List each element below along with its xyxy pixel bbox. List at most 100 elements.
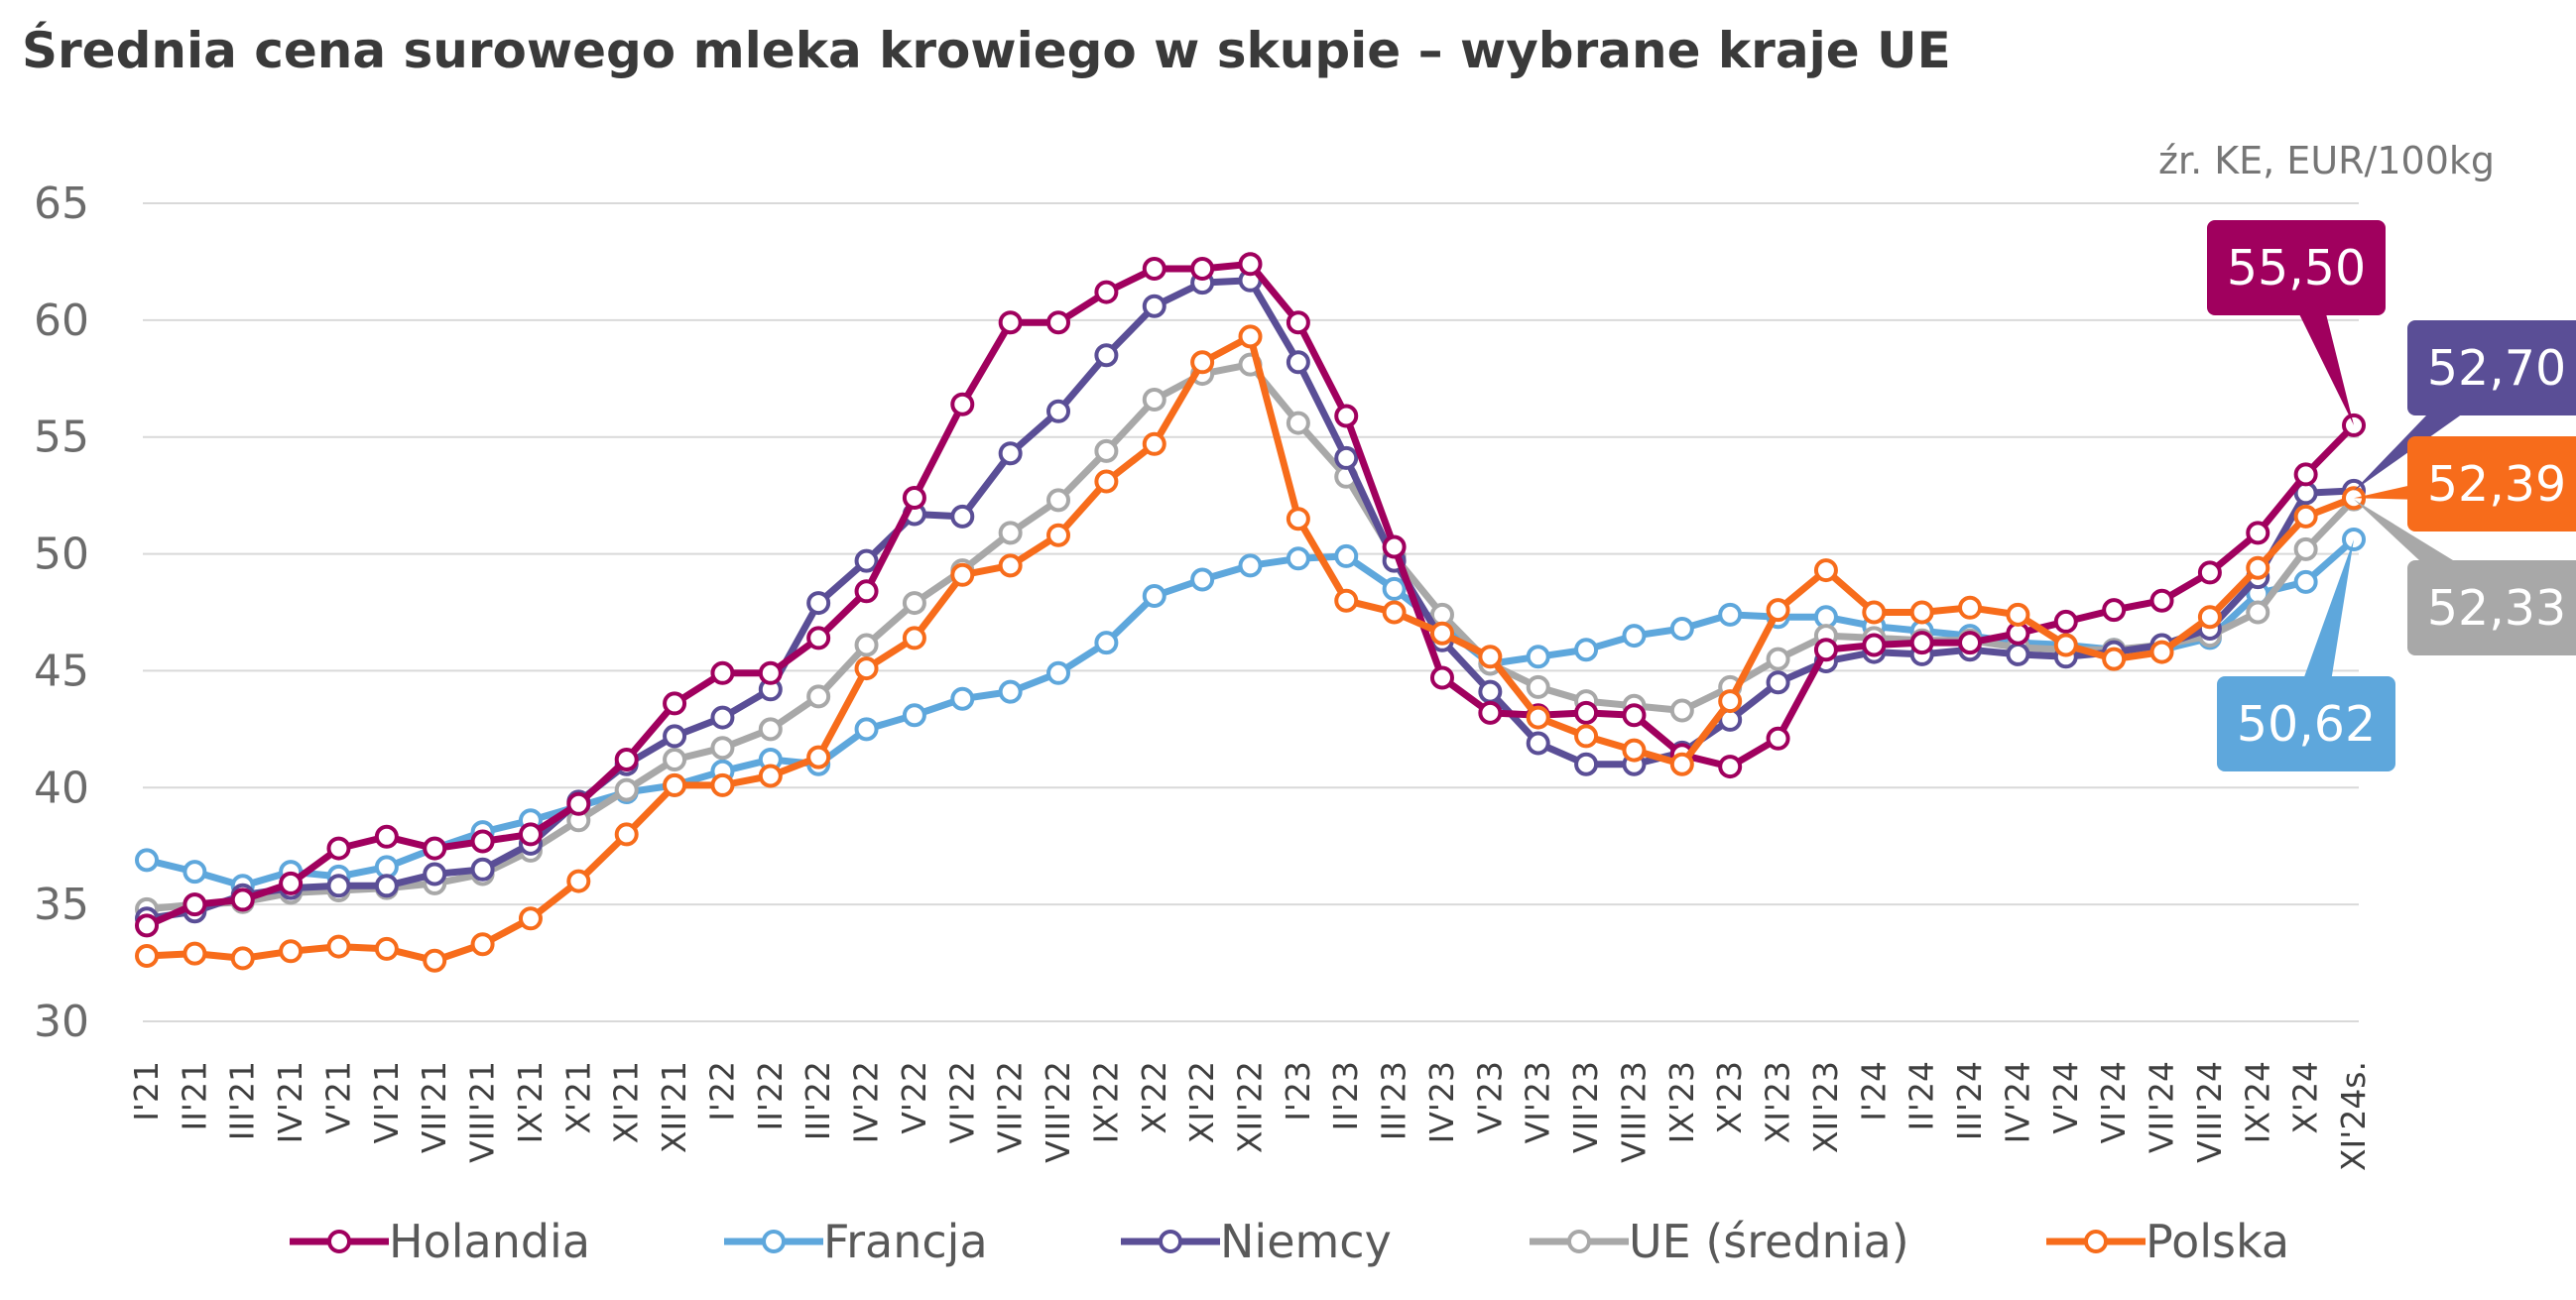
data-point: [1574, 752, 1599, 776]
x-tick-label: I'23: [1279, 1061, 1317, 1122]
data-point: [2293, 504, 2318, 529]
data-point: [1286, 546, 1310, 571]
data-point: [326, 874, 351, 898]
callout-box: [2407, 320, 2576, 415]
data-point: [1046, 488, 1071, 513]
x-tick-label: VII'23: [1566, 1061, 1605, 1153]
x-tick-label: XII'21: [655, 1061, 693, 1153]
data-point: [1046, 523, 1071, 547]
data-point: [2053, 633, 2078, 657]
data-point: [998, 441, 1023, 466]
x-tick-label: VIII'23: [1614, 1061, 1653, 1163]
x-tick-label: IV'21: [271, 1061, 309, 1143]
data-point: [1094, 631, 1119, 655]
x-tick-label: IV'23: [1422, 1061, 1461, 1143]
data-point: [518, 906, 543, 931]
x-tick-label: VI'22: [942, 1061, 981, 1143]
x-tick-label: IX'21: [511, 1061, 550, 1143]
legend-label: UE (średnia): [1629, 1215, 1909, 1268]
data-point: [710, 736, 735, 761]
data-point: [1286, 411, 1310, 435]
x-tick-label: II'23: [1326, 1061, 1365, 1131]
data-point: [806, 591, 831, 616]
data-point: [1622, 703, 1647, 728]
x-tick-label: III'21: [223, 1061, 262, 1140]
data-point: [2246, 600, 2270, 625]
data-point: [614, 777, 639, 802]
data-point: [1958, 631, 1983, 655]
data-point: [854, 548, 879, 573]
data-point: [998, 679, 1023, 704]
data-point: [1909, 631, 1934, 655]
data-point: [1238, 324, 1263, 349]
data-point: [1046, 399, 1071, 423]
data-point: [135, 848, 159, 873]
data-point: [1478, 645, 1503, 669]
data-point: [1094, 438, 1119, 463]
data-point: [1862, 633, 1887, 657]
legend-item-ue-średnia: UE (średnia): [1530, 1215, 1909, 1268]
data-point: [758, 764, 783, 788]
x-tick-label: IV'22: [847, 1061, 886, 1143]
x-tick-label: X'24: [2286, 1061, 2325, 1134]
x-tick-label: XI'23: [1759, 1061, 1797, 1143]
data-point: [950, 562, 975, 587]
data-point: [1286, 310, 1310, 335]
source-note: źr. KE, EUR/100kg: [2158, 139, 2495, 182]
data-point: [1142, 388, 1166, 412]
x-tick-label: IX'23: [1662, 1061, 1701, 1143]
x-tick-label: IV'24: [1998, 1061, 2036, 1143]
data-point: [758, 717, 783, 742]
x-tick-label: VI'21: [367, 1061, 406, 1143]
data-point: [998, 521, 1023, 545]
data-point: [183, 941, 207, 966]
x-tick-label: III'24: [1950, 1061, 1989, 1140]
data-point: [1862, 600, 1887, 625]
data-point: [423, 862, 447, 886]
data-point: [950, 504, 975, 529]
data-point: [1238, 252, 1263, 277]
data-point: [2149, 640, 2174, 664]
data-point: [470, 829, 495, 854]
x-tick-label: X'21: [558, 1061, 597, 1134]
x-tick-label: X'23: [1710, 1061, 1749, 1134]
data-point: [854, 633, 879, 657]
legend-item-polska: Polska: [2046, 1215, 2289, 1268]
data-point: [950, 686, 975, 711]
y-tick-label: 45: [34, 646, 89, 696]
data-point: [1334, 543, 1359, 568]
callout-box: [2407, 436, 2576, 532]
data-point: [1190, 257, 1215, 281]
x-tick-label: XI'24s.: [2334, 1061, 2373, 1171]
chart-title: Średnia cena surowego mleka krowiego w s…: [22, 21, 1951, 79]
data-point: [135, 913, 159, 938]
x-tick-label: VII'21: [415, 1061, 453, 1153]
data-point: [2149, 588, 2174, 613]
callout-label: 50,62: [2237, 696, 2376, 753]
data-point: [1622, 624, 1647, 649]
y-axis-ticks: 30 35 40 45 50 55 60 65: [34, 178, 89, 1047]
data-point: [998, 553, 1023, 578]
data-point: [1526, 705, 1550, 730]
x-tick-label: V'21: [318, 1061, 357, 1134]
data-point: [1766, 647, 1790, 671]
callout-polska: 52,39: [2354, 436, 2576, 532]
y-tick-label: 60: [34, 295, 89, 346]
data-point: [1766, 726, 1790, 751]
data-point: [470, 857, 495, 882]
callout-francja: 50,62: [2217, 538, 2395, 771]
data-point: [1142, 584, 1166, 608]
y-tick-label: 30: [34, 997, 89, 1047]
data-point: [1334, 588, 1359, 613]
data-point: [806, 684, 831, 709]
data-point: [1142, 294, 1166, 318]
legend-item-niemcy: Niemcy: [1121, 1215, 1392, 1268]
x-tick-label: III'22: [798, 1061, 837, 1140]
data-point: [1718, 755, 1743, 779]
data-point: [1622, 738, 1647, 763]
data-point: [279, 871, 304, 895]
x-tick-label: XII'23: [1806, 1061, 1845, 1153]
legend-marker: [1567, 1230, 1591, 1253]
data-point: [1286, 350, 1310, 375]
callout-label: 52,70: [2427, 340, 2566, 397]
